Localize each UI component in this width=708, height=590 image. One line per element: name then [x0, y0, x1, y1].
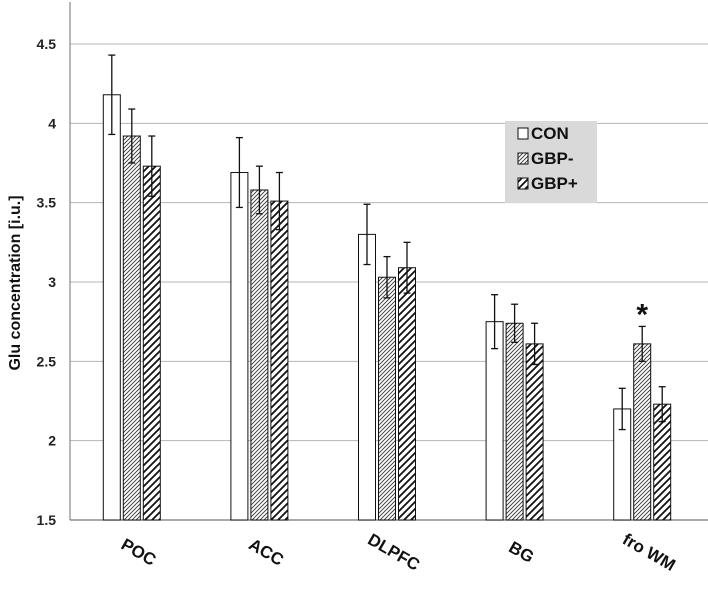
y-tick-labels: 1.5 2 2.5 3 3.5 4 4.5	[37, 36, 57, 528]
y-tick-label: 1.5	[37, 512, 57, 528]
error-bar	[403, 241, 411, 294]
error-bar	[638, 325, 646, 362]
legend-label: CON	[531, 124, 569, 143]
x-category-label: fro WM	[619, 530, 678, 575]
annotations: *	[636, 298, 648, 331]
bar-gbp-poc	[142, 165, 161, 521]
y-tick-label: 4	[48, 115, 56, 131]
error-bar	[531, 322, 539, 366]
error-bar	[658, 386, 666, 423]
bar-gbp-poc	[122, 135, 141, 521]
error-bar	[618, 387, 626, 431]
legend: CON GBP- GBP+	[505, 121, 597, 203]
error-bar	[491, 294, 499, 350]
y-axis-label: Glu concentration [i.u.]	[7, 195, 24, 370]
legend-label: GBP-	[531, 149, 574, 168]
x-category-label: ACC	[245, 535, 286, 570]
significance-asterisk: *	[636, 298, 648, 331]
bar-gbp-dlpfc	[398, 267, 416, 521]
legend-swatch	[517, 127, 529, 140]
bar-gbp-fro-wm	[633, 343, 652, 521]
y-tick-label: 3.5	[37, 195, 57, 211]
error-bar	[275, 171, 283, 231]
x-category-label: POC	[118, 535, 159, 570]
bar-con-poc	[102, 94, 121, 521]
legend-item: GBP-	[517, 149, 574, 168]
legend-label: GBP+	[531, 174, 578, 193]
x-category-label: BG	[506, 538, 538, 567]
x-category-label: DLPFC	[364, 530, 423, 575]
y-tick-label: 4.5	[37, 36, 57, 52]
error-bar	[128, 108, 136, 164]
bar-gbp-bg	[505, 322, 524, 521]
y-tick-label: 2	[48, 433, 56, 449]
bar-con-acc	[230, 172, 249, 521]
bar-gbp-acc	[250, 189, 269, 521]
bar-gbp-dlpfc	[378, 276, 396, 521]
legend-swatch	[517, 152, 529, 165]
bars	[102, 94, 672, 521]
bar-gbp-bg	[525, 343, 544, 521]
bar-gbp-acc	[270, 200, 289, 521]
legend-item: CON	[517, 124, 569, 143]
error-bars	[108, 54, 666, 431]
error-bar	[511, 303, 519, 343]
legend-item: GBP+	[517, 174, 578, 193]
legend-swatch	[517, 177, 529, 190]
error-bar	[255, 165, 263, 215]
y-tick-label: 3	[48, 274, 56, 290]
error-bar	[148, 135, 156, 197]
error-bar	[383, 255, 391, 299]
y-tick-label: 2.5	[37, 353, 57, 369]
bar-con-bg	[485, 321, 504, 521]
x-category-labels: POC ACC DLPFC BG fro WM	[118, 530, 679, 575]
bar-con-dlpfc	[358, 233, 376, 521]
error-bar	[108, 54, 116, 136]
error-bar	[363, 203, 371, 266]
error-bar	[235, 136, 243, 209]
